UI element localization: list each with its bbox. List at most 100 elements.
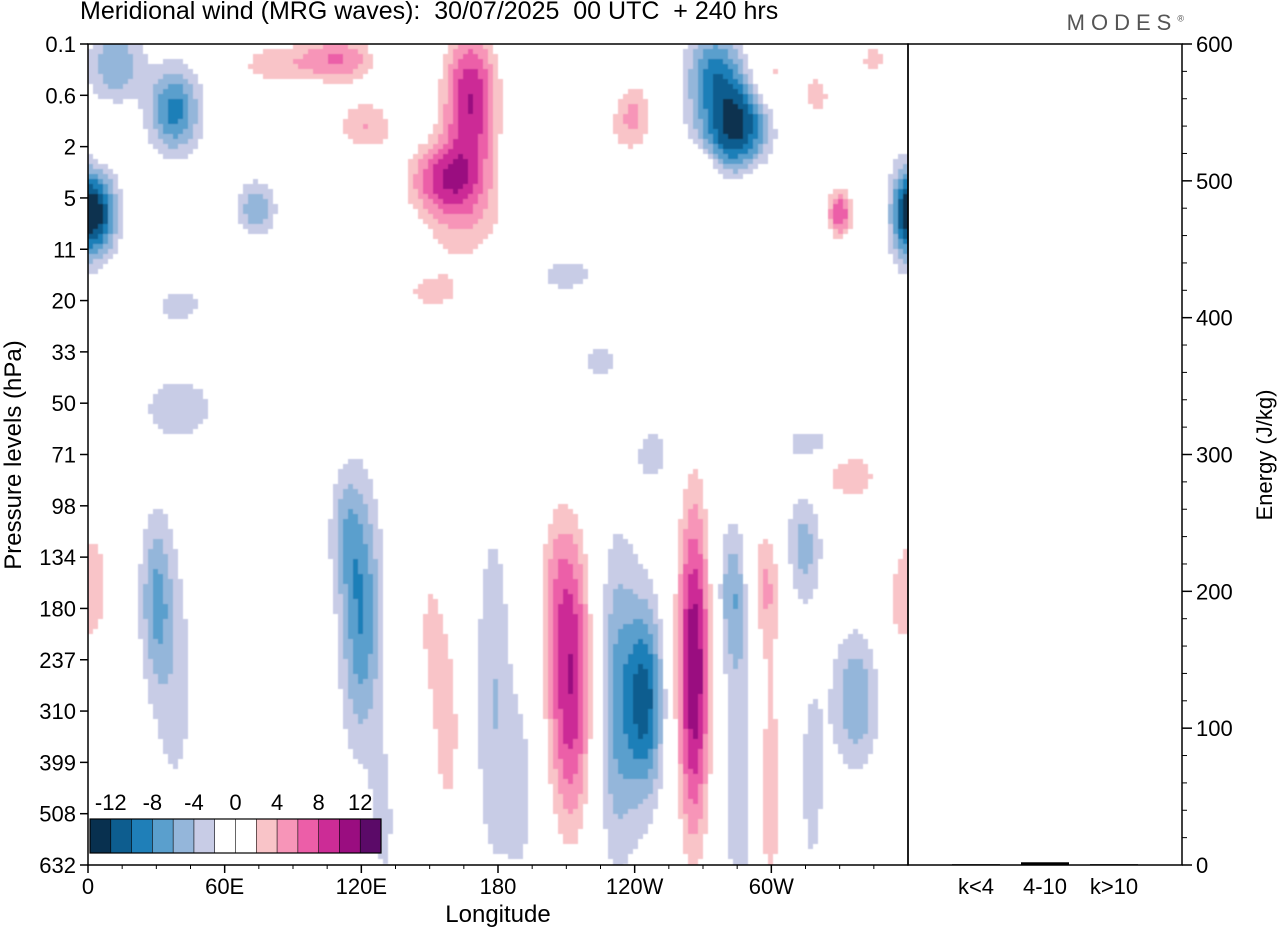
- heatmap-cell: [548, 274, 588, 279]
- heatmap-cell: [763, 839, 778, 844]
- heatmap-cell: [698, 584, 703, 589]
- heatmap-cell: [703, 519, 708, 524]
- heatmap-cell: [843, 684, 868, 689]
- heatmap-cell: [353, 139, 383, 144]
- heatmap-cell: [603, 734, 608, 739]
- heatmap-cell: [138, 564, 148, 569]
- heatmap-cell: [678, 619, 683, 624]
- heatmap-cell: [603, 644, 608, 649]
- heatmap-cell: [688, 89, 698, 94]
- heatmap-cell: [463, 184, 473, 189]
- heatmap-cell: [493, 184, 498, 189]
- heatmap-cell: [728, 564, 738, 569]
- heatmap-cell: [543, 599, 548, 604]
- heatmap-cell: [553, 599, 563, 604]
- heatmap-cell: [543, 624, 548, 629]
- y-tick-label: 237: [39, 648, 76, 673]
- heatmap-cell: [98, 174, 108, 179]
- heatmap-cell: [613, 729, 623, 734]
- heatmap-cell: [583, 629, 588, 634]
- heatmap-cell: [443, 59, 453, 64]
- heatmap-cell: [768, 854, 773, 859]
- heatmap-cell: [458, 154, 463, 159]
- heatmap-cell: [703, 614, 708, 619]
- heatmap-cell: [353, 484, 373, 489]
- heatmap-cell: [683, 104, 693, 109]
- heatmap-cell: [578, 694, 583, 699]
- heatmap-cell: [553, 729, 558, 734]
- heatmap-cell: [363, 574, 373, 579]
- heatmap-cell: [608, 754, 613, 759]
- heatmap-cell: [608, 844, 638, 849]
- heatmap-cell: [373, 699, 383, 704]
- heatmap-cell: [723, 124, 743, 129]
- heatmap-cell: [438, 84, 448, 89]
- heatmap-cell: [583, 659, 588, 664]
- heatmap-cell: [683, 709, 688, 714]
- heatmap-cell: [613, 124, 628, 129]
- y-tick-label: 71: [52, 443, 76, 468]
- heatmap-cell: [868, 684, 878, 689]
- heatmap-cell: [478, 644, 508, 649]
- heatmap-cell: [728, 839, 748, 844]
- heatmap-cell: [788, 524, 798, 529]
- heatmap-cell: [553, 739, 558, 744]
- heatmap-cell: [368, 124, 388, 129]
- heatmap-cell: [698, 789, 703, 794]
- heatmap-cell: [663, 694, 668, 699]
- heatmap-cell: [683, 599, 688, 604]
- heatmap-cell: [723, 149, 748, 154]
- heatmap-cell: [108, 204, 113, 209]
- heatmap-cell: [763, 109, 773, 114]
- heatmap-cell: [448, 74, 453, 79]
- heatmap-cell: [493, 114, 503, 119]
- heatmap-cell: [648, 604, 658, 609]
- heatmap-cell: [613, 589, 633, 594]
- heatmap-cell: [683, 749, 688, 754]
- heatmap-cell: [373, 629, 378, 634]
- heatmap-cell: [553, 589, 563, 594]
- heatmap-cell: [608, 564, 643, 569]
- heatmap-cell: [748, 74, 753, 79]
- heatmap-cell: [88, 619, 98, 624]
- heatmap-cell: [653, 779, 663, 784]
- heatmap-cell: [573, 574, 583, 579]
- heatmap-cell: [558, 614, 578, 619]
- heatmap-cell: [453, 119, 458, 124]
- heatmap-cell: [708, 649, 713, 654]
- heatmap-cell: [573, 539, 583, 544]
- heatmap-cell: [863, 664, 873, 669]
- heatmap-cell: [238, 199, 248, 204]
- heatmap-cell: [543, 589, 548, 594]
- heatmap-cell: [703, 584, 708, 589]
- heatmap-cell: [678, 589, 683, 594]
- heatmap-cell: [493, 169, 498, 174]
- heatmap-cell: [733, 59, 743, 64]
- heatmap-cell: [843, 489, 863, 494]
- heatmap-cell: [618, 764, 653, 769]
- heatmap-cell: [153, 634, 163, 639]
- heatmap-cell: [88, 579, 103, 584]
- heatmap-cell: [363, 524, 373, 529]
- heatmap-cell: [343, 619, 348, 624]
- heatmap-cell: [658, 749, 663, 754]
- heatmap-cell: [178, 134, 193, 139]
- heatmap-cell: [673, 709, 678, 714]
- heatmap-cell: [833, 734, 848, 739]
- heatmap-cell: [753, 84, 758, 89]
- heatmap-cell: [153, 419, 203, 424]
- heatmap-cell: [493, 99, 503, 104]
- heatmap-cell: [743, 159, 753, 164]
- heatmap-cell: [573, 689, 578, 694]
- heatmap-cell: [243, 189, 273, 194]
- heatmap-cell: [163, 124, 188, 129]
- heatmap-cell: [458, 119, 483, 124]
- heatmap-cell: [743, 79, 748, 84]
- heatmap-cell: [548, 729, 553, 734]
- heatmap-cell: [583, 594, 588, 599]
- heatmap-cell: [173, 624, 188, 629]
- heatmap-cell: [583, 619, 588, 624]
- heatmap-cell: [373, 539, 383, 544]
- heatmap-cell: [143, 674, 158, 679]
- heatmap-cell: [368, 669, 378, 674]
